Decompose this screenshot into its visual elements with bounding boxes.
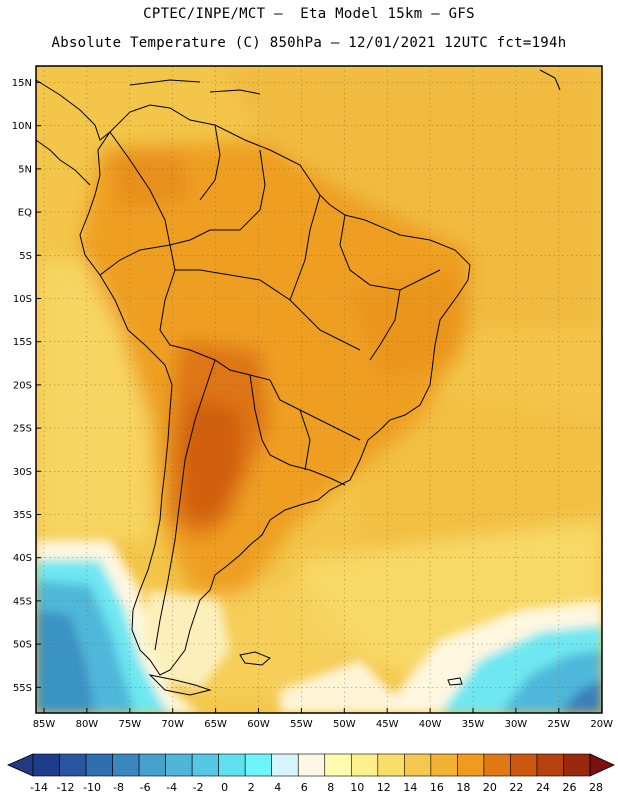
- colorbar-swatch: [218, 753, 246, 777]
- colorbar: [7, 753, 615, 777]
- lat-label: EQ: [18, 208, 32, 219]
- colorbar-tick-label: -10: [83, 781, 101, 794]
- colorbar-swatch: [430, 753, 458, 777]
- lat-label: 15S: [13, 337, 32, 348]
- colorbar-swatch: [483, 753, 511, 777]
- lat-label: 45S: [13, 596, 32, 607]
- colorbar-swatch: [138, 753, 166, 777]
- colorbar-tick-label: 16: [430, 781, 444, 794]
- lat-label: 5S: [19, 251, 32, 262]
- colorbar-tick-label: 22: [509, 781, 523, 794]
- colorbar-under-triangle: [7, 753, 34, 777]
- colorbar-swatch: [350, 753, 379, 777]
- colorbar-tick-label: 26: [562, 781, 576, 794]
- colorbar-tick-label: 18: [456, 781, 470, 794]
- colorbar-tick-label: 4: [274, 781, 281, 794]
- lat-label: 20S: [13, 380, 32, 391]
- lat-label: 35S: [13, 510, 32, 521]
- colorbar-swatch: [191, 753, 219, 777]
- lat-label: 55S: [13, 683, 32, 694]
- colorbar-swatch: [536, 753, 564, 777]
- colorbar-tick-label: -6: [140, 781, 151, 794]
- colorbar-swatch: [324, 753, 352, 777]
- colorbar-tick-label: 14: [403, 781, 417, 794]
- colorbar-tick-label: 2: [248, 781, 255, 794]
- colorbar-swatch: [377, 753, 405, 777]
- lon-label: 60W: [247, 719, 270, 730]
- colorbar-tick-label: -14: [30, 781, 48, 794]
- colorbar-tick-label: -12: [57, 781, 75, 794]
- longitude-labels: 85W 80W 75W 70W 65W 60W 55W 50W 45W 40W 35W 30W 25W 2…: [33, 708, 613, 730]
- colorbar-tick-label: 8: [327, 781, 334, 794]
- lon-label: 35W: [462, 719, 485, 730]
- colorbar-tick-label: -4: [166, 781, 177, 794]
- map-title: CPTEC/INPE/MCT – Eta Model 15km – GFS: [143, 6, 475, 22]
- lon-label: 80W: [76, 719, 99, 730]
- colorbar-swatch: [165, 753, 193, 777]
- colorbar-swatch: [404, 753, 432, 777]
- lat-label: 30S: [13, 467, 32, 478]
- colorbar-swatch: [297, 753, 326, 777]
- lat-label: 25S: [13, 424, 32, 435]
- colorbar-swatch: [271, 753, 299, 777]
- lat-label: 10S: [13, 294, 32, 305]
- colorbar-swatch: [457, 753, 485, 777]
- colorbar-labels: -14 -12 -10 -8 -6 -4 -2 0 2 4 6 8 10 12 14 16 18 20 22 24 26…: [30, 781, 603, 794]
- colorbar-swatch: [563, 753, 591, 777]
- lat-label: 40S: [13, 553, 32, 564]
- lon-label: 65W: [204, 719, 227, 730]
- lon-label: 40W: [419, 719, 442, 730]
- lat-label: 10N: [12, 121, 32, 132]
- lon-label: 85W: [33, 719, 56, 730]
- colorbar-swatch: [112, 753, 140, 777]
- lat-label: 5N: [18, 164, 32, 175]
- colorbar-tick-label: 24: [536, 781, 550, 794]
- latitude-labels: 15N 10N 5N EQ 5S 10S 15S 20S 25S 30S 35S 40S 45S 50S 5…: [12, 78, 41, 694]
- map-frame: [35, 65, 603, 714]
- lon-label: 55W: [290, 719, 313, 730]
- colorbar-tick-label: 0: [221, 781, 228, 794]
- colorbar-tick-label: 28: [589, 781, 603, 794]
- colorbar-tick-label: 6: [301, 781, 308, 794]
- lat-label: 50S: [13, 640, 32, 651]
- lon-label: 70W: [161, 719, 184, 730]
- colorbar-swatch: [85, 753, 113, 777]
- colorbar-over-triangle: [589, 753, 615, 777]
- colorbar-swatch: [244, 753, 273, 777]
- colorbar-swatch: [32, 753, 60, 777]
- lon-label: 75W: [118, 719, 141, 730]
- lon-label: 20W: [590, 719, 613, 730]
- colorbar-tick-label: 10: [350, 781, 364, 794]
- colorbar-tick-label: 20: [483, 781, 497, 794]
- lon-label: 50W: [333, 719, 356, 730]
- colorbar-tick-label: 12: [377, 781, 391, 794]
- colorbar-tick-label: -8: [113, 781, 124, 794]
- temperature-field: [36, 66, 602, 713]
- lon-label: 30W: [505, 719, 528, 730]
- coastlines: [35, 69, 561, 696]
- lon-label: 45W: [376, 719, 399, 730]
- colorbar-swatch: [59, 753, 87, 777]
- map-subtitle: Absolute Temperature (C) 850hPa – 12/01/…: [51, 35, 567, 51]
- colorbar-swatch: [510, 753, 538, 777]
- lon-label: 25W: [547, 719, 570, 730]
- lat-label: 15N: [12, 78, 32, 89]
- colorbar-tick-label: -2: [193, 781, 204, 794]
